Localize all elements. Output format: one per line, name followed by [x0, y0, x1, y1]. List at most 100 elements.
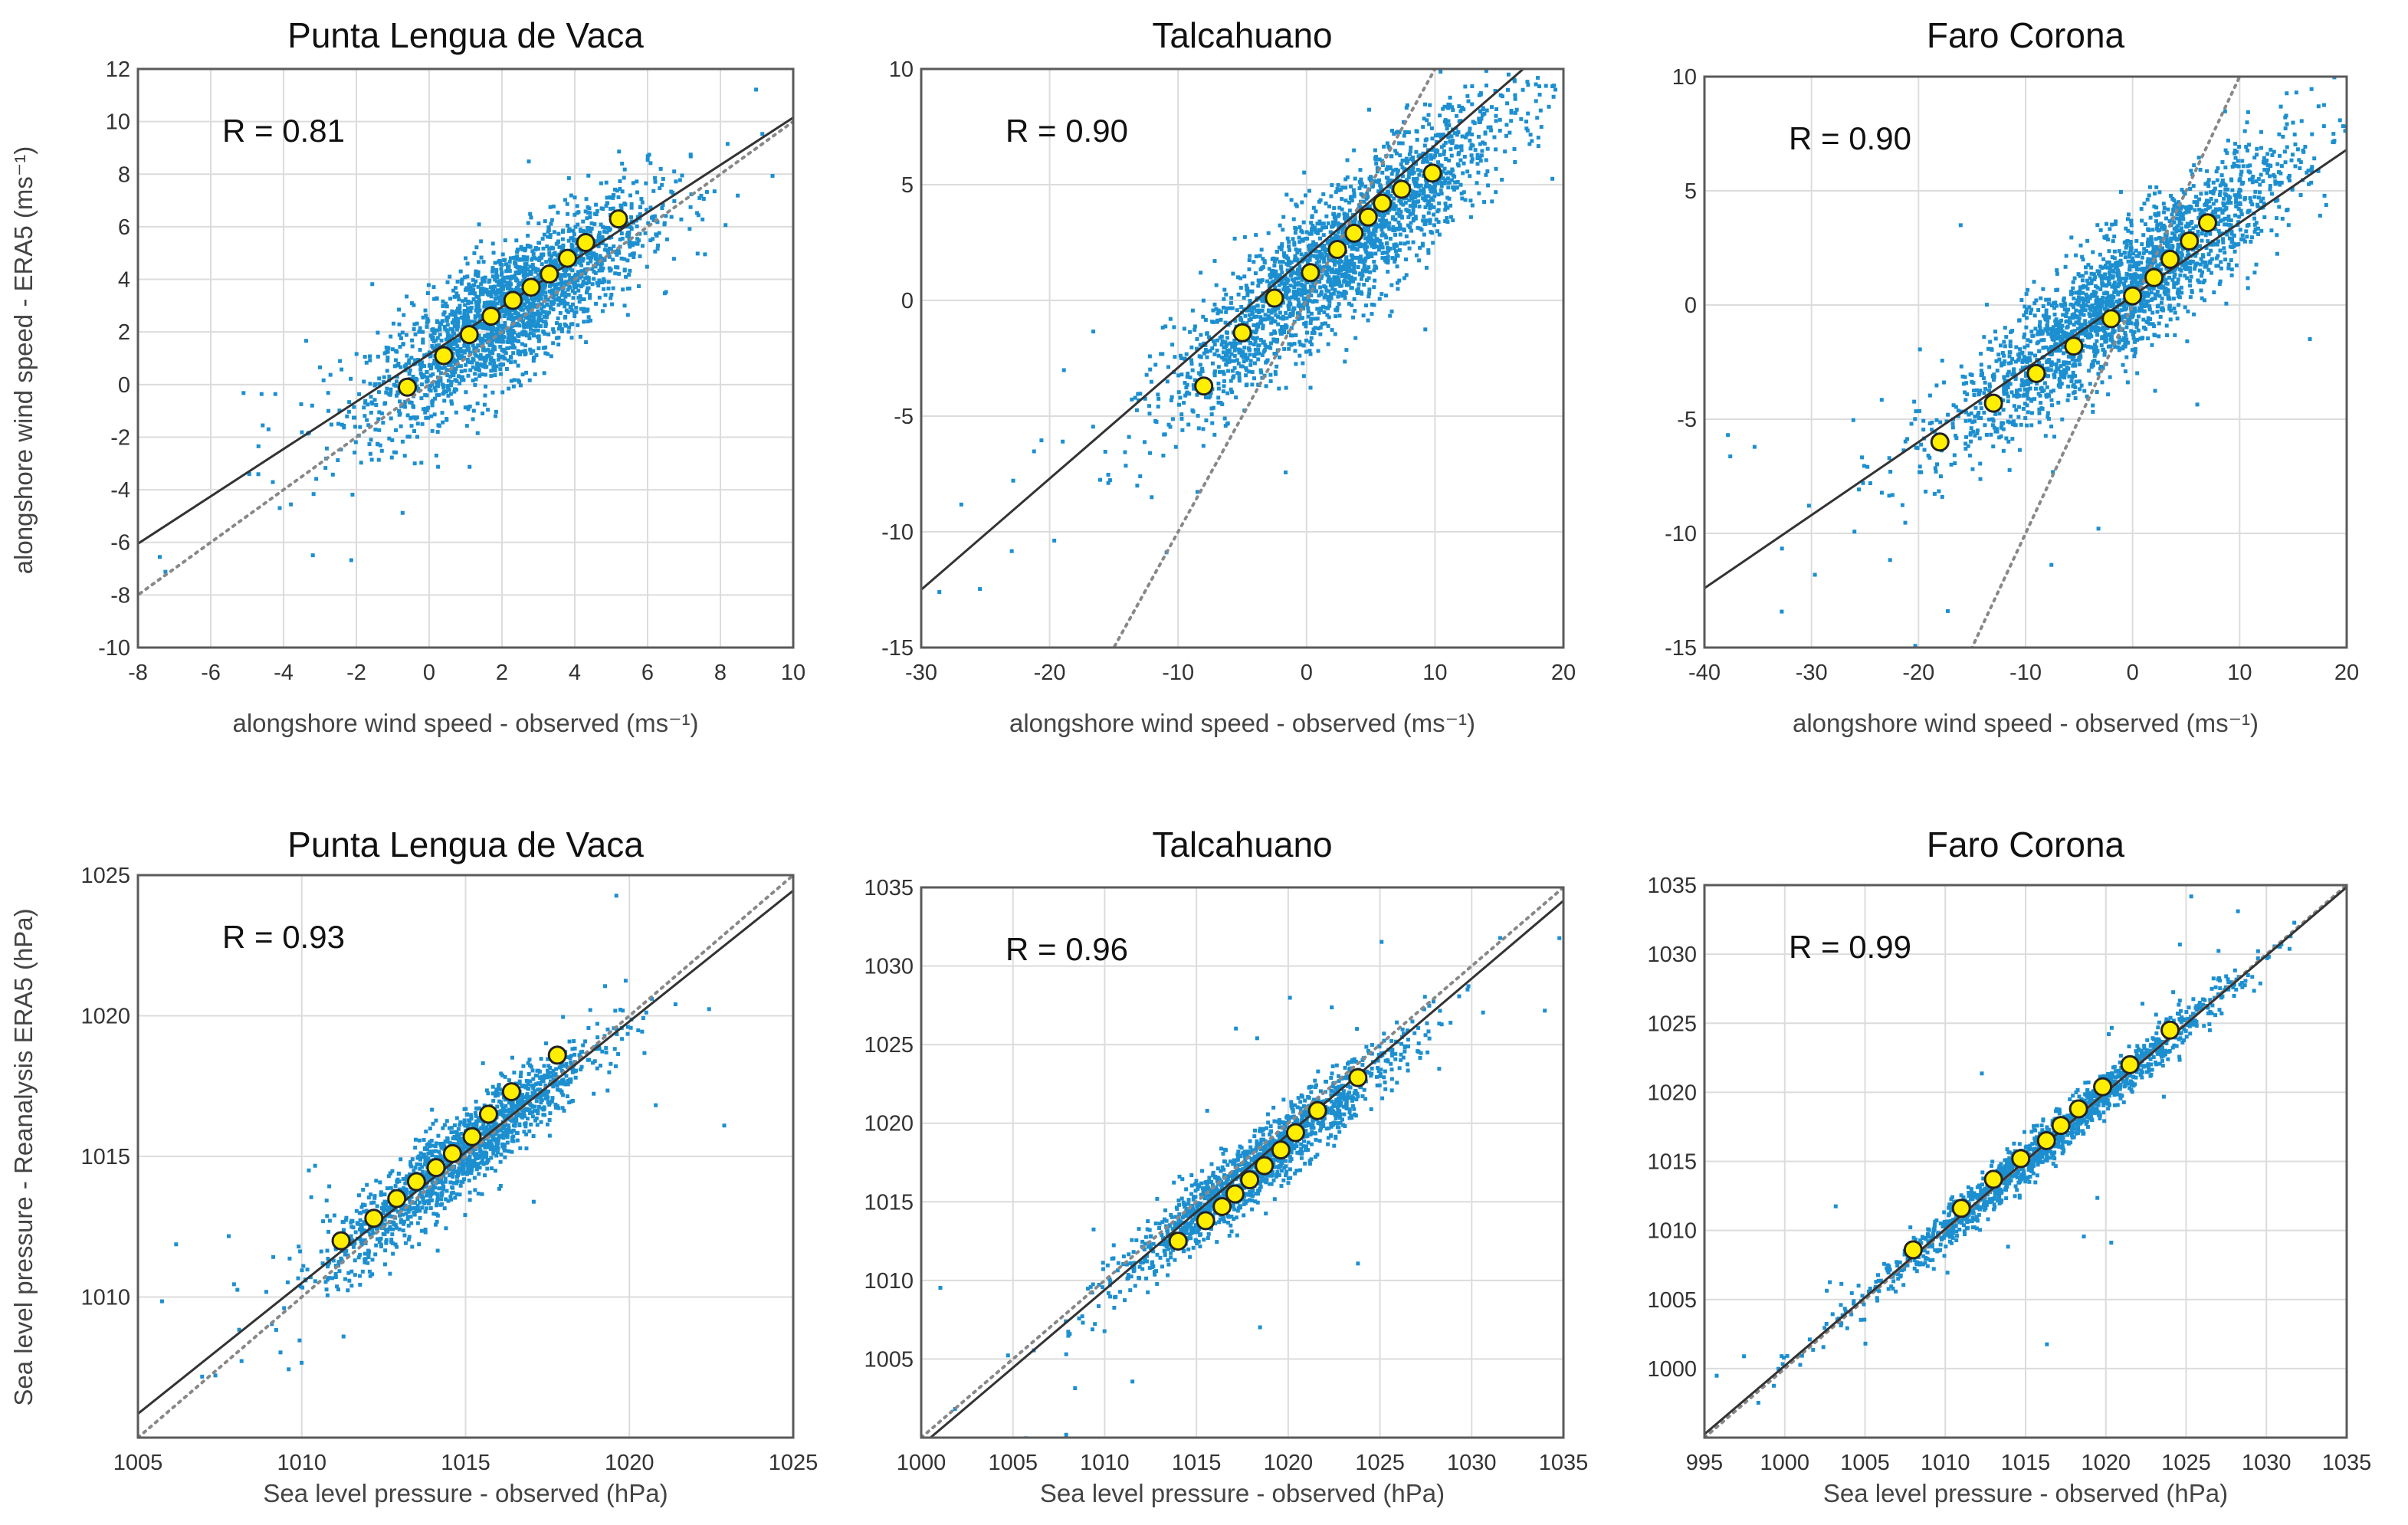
- scatter-point: [1191, 383, 1196, 388]
- scatter-point: [1061, 439, 1065, 444]
- scatter-point: [518, 332, 523, 336]
- scatter-point: [451, 288, 456, 293]
- scatter-point: [1550, 84, 1555, 89]
- scatter-point: [660, 182, 664, 187]
- scatter-point: [474, 346, 479, 350]
- scatter-point: [1258, 254, 1262, 258]
- scatter-point: [409, 356, 414, 360]
- scatter-point: [527, 304, 532, 309]
- scatter-point: [1376, 244, 1381, 249]
- scatter-point: [1325, 313, 1330, 317]
- scatter-point: [1260, 299, 1265, 303]
- scatter-point: [524, 370, 529, 375]
- scatter-point: [474, 279, 478, 284]
- scatter-point: [461, 321, 466, 326]
- scatter-point: [563, 198, 567, 202]
- scatter-point: [1444, 171, 1448, 175]
- scatter-point: [579, 269, 584, 274]
- chart-title: Punta Lengua de Vaca: [287, 15, 644, 55]
- scatter-point: [1360, 193, 1365, 198]
- scatter-point: [1304, 193, 1308, 198]
- scatter-point: [1504, 133, 1508, 138]
- scatter-point: [1423, 327, 1428, 332]
- scatter-point: [1408, 225, 1412, 230]
- scatter-point: [622, 167, 627, 172]
- scatter-point: [454, 291, 459, 296]
- scatter-point: [1220, 339, 1225, 343]
- x-tick-label: -20: [1034, 661, 1066, 685]
- scatter-point: [1235, 308, 1239, 313]
- scatter-point: [1308, 339, 1313, 344]
- scatter-point: [1340, 207, 1344, 212]
- scatter-point: [581, 219, 586, 224]
- scatter-point: [1328, 283, 1333, 287]
- scatter-point: [2278, 153, 2282, 158]
- scatter-point: [1205, 349, 1209, 354]
- scatter-point: [1414, 149, 1419, 154]
- scatter-point: [603, 248, 608, 252]
- scatter-point: [1314, 249, 1318, 254]
- scatter-point: [481, 348, 486, 353]
- scatter-point: [1403, 201, 1408, 205]
- scatter-point: [1377, 157, 1382, 162]
- scatter-point: [594, 256, 599, 261]
- scatter-point: [499, 307, 504, 312]
- scatter-point: [465, 261, 470, 266]
- scatter-point: [1296, 311, 1301, 316]
- scatter-point: [1270, 269, 1275, 274]
- scatter-point: [1512, 77, 1517, 82]
- scatter-point: [397, 322, 402, 326]
- scatter-point: [1365, 244, 1370, 249]
- scatter-point: [2179, 256, 2183, 261]
- scatter-point: [1255, 303, 1260, 308]
- scatter-point: [345, 414, 349, 418]
- scatter-point: [489, 357, 494, 362]
- scatter-point: [1297, 267, 1302, 271]
- scatter-point: [602, 279, 607, 284]
- scatter-point: [638, 254, 642, 258]
- scatter-point: [529, 215, 533, 220]
- scatter-point: [1320, 247, 1325, 251]
- scatter-point: [1241, 349, 1245, 354]
- scatter-point: [576, 288, 581, 293]
- scatter-point: [471, 379, 475, 383]
- scatter-point: [569, 193, 573, 198]
- scatter-point: [1449, 153, 1454, 158]
- scatter-point: [600, 234, 605, 239]
- scatter-point: [1479, 153, 1484, 158]
- scatter-point: [404, 333, 408, 337]
- scatter-point: [1603, 90, 1607, 94]
- scatter-point: [544, 260, 549, 264]
- scatter-point: [445, 316, 449, 320]
- scatter-point: [1276, 322, 1281, 326]
- scatter-point: [2099, 364, 2104, 369]
- scatter-point: [577, 300, 582, 304]
- scatter-point: [1235, 358, 1239, 362]
- scatter-point: [323, 466, 328, 471]
- scatter-point: [481, 260, 486, 264]
- scatter-point: [1225, 336, 1229, 340]
- scatter-point: [1269, 332, 1274, 336]
- scatter-point: [615, 252, 619, 257]
- scatter-point: [1253, 271, 1258, 276]
- scatter-point: [1280, 325, 1284, 330]
- scatter-point: [376, 354, 380, 359]
- scatter-point: [163, 569, 168, 574]
- scatter-point: [509, 379, 513, 383]
- scatter-point: [2060, 336, 2065, 341]
- scatter-point: [405, 353, 409, 358]
- scatter-point: [526, 320, 530, 325]
- bin-mean-marker: [1194, 376, 1214, 396]
- scatter-point: [1330, 328, 1334, 333]
- scatter-point: [653, 179, 658, 184]
- scatter-point: [571, 238, 576, 243]
- scatter-point: [1494, 107, 1499, 111]
- scatter-point: [1373, 148, 1377, 152]
- scatter-point: [452, 338, 457, 343]
- scatter-point: [1308, 284, 1313, 289]
- scatter-point: [452, 389, 457, 394]
- scatter-point: [1388, 237, 1393, 241]
- scatter-point: [1297, 353, 1302, 358]
- scatter-point: [606, 280, 611, 284]
